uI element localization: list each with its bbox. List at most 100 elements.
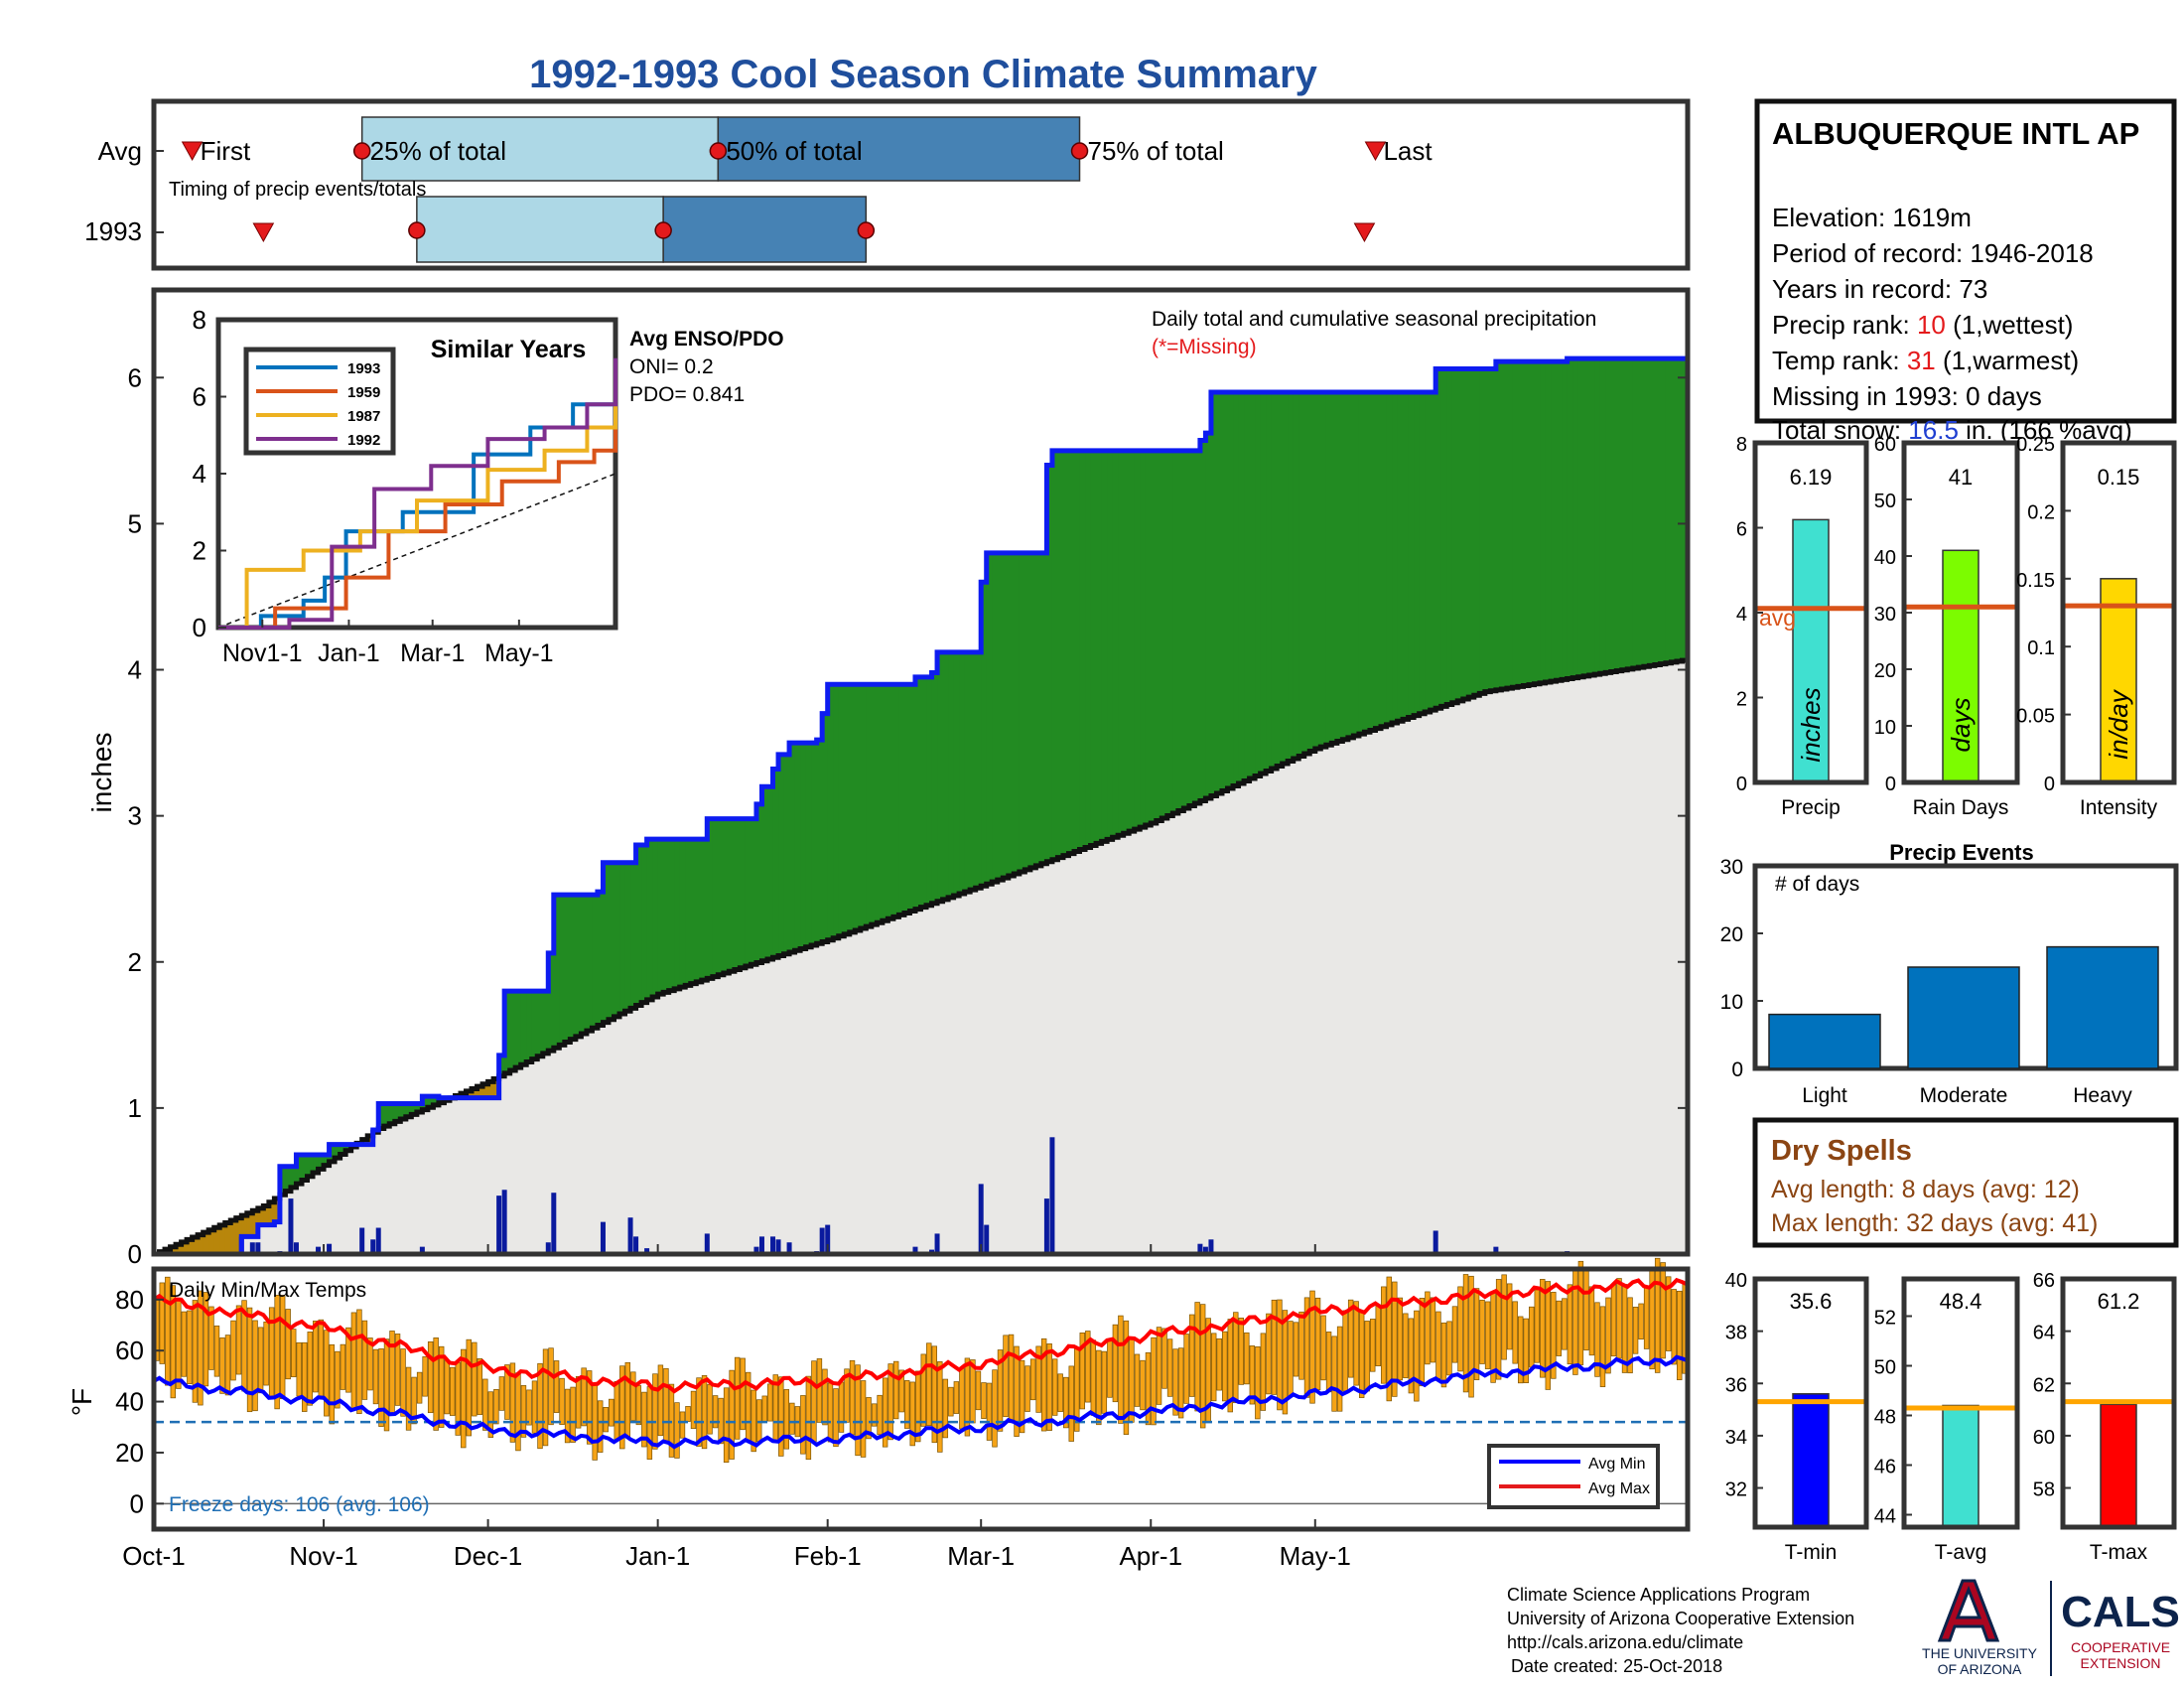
precip-anomaly-segment bbox=[1188, 450, 1195, 805]
precip-anomaly-segment bbox=[1462, 368, 1469, 699]
precip-anomaly-segment bbox=[181, 1240, 188, 1254]
daily-temp-bar bbox=[340, 1343, 346, 1390]
main-ytick-label: 1 bbox=[128, 1093, 142, 1123]
daily-temp-bar bbox=[1435, 1311, 1441, 1379]
daily-temp-bar bbox=[948, 1386, 954, 1417]
daily-precip-bar bbox=[370, 1239, 376, 1254]
inset-ytick-label: 6 bbox=[193, 382, 206, 412]
precip-anomaly-segment bbox=[755, 803, 763, 962]
dry-spells-title: Dry Spells bbox=[1771, 1135, 1912, 1167]
precip-anomaly-segment bbox=[992, 552, 999, 882]
daily-temp-bar bbox=[1024, 1365, 1030, 1412]
precip-anomaly-segment bbox=[1419, 391, 1426, 713]
precip-anomaly-segment bbox=[203, 1230, 209, 1254]
daily-temp-bar bbox=[477, 1358, 483, 1415]
snow-prefix: Total snow: bbox=[1772, 415, 1908, 445]
precip-anomaly-segment bbox=[1671, 358, 1678, 662]
daily-temp-bar bbox=[1517, 1316, 1524, 1384]
temp-legend-box bbox=[1487, 1444, 1660, 1509]
timing-caption: Timing of precip events/totals bbox=[169, 179, 426, 201]
daily-temp-bar bbox=[1320, 1315, 1326, 1381]
station-precip-rank: Precip rank: 10 (1,wettest) bbox=[1772, 310, 2073, 340]
daily-precip-bar bbox=[255, 1242, 261, 1254]
ua-logo-line2: OF ARIZONA bbox=[1938, 1661, 2022, 1677]
daily-temp-bar bbox=[1282, 1310, 1289, 1415]
precip-anomaly-segment bbox=[1528, 361, 1536, 685]
daily-temp-bar bbox=[1172, 1348, 1178, 1416]
precip-anomaly-segment bbox=[411, 1103, 418, 1114]
daily-temp-bar bbox=[1610, 1284, 1617, 1357]
tsum-frame-tavg bbox=[1901, 1276, 2020, 1530]
precip-anomaly-segment bbox=[176, 1243, 183, 1254]
precip-anomaly-segment bbox=[400, 1103, 407, 1118]
summary-ytick-precip: 8 bbox=[1736, 434, 1747, 456]
daily-temp-bar bbox=[898, 1369, 904, 1413]
precip-anomaly-segment bbox=[466, 1089, 473, 1098]
daily-temp-bar bbox=[542, 1348, 549, 1447]
precip-anomaly-segment bbox=[641, 845, 648, 1002]
year-last-marker-icon bbox=[1353, 222, 1376, 243]
daily-precip-bar bbox=[1208, 1239, 1214, 1254]
precip-anomaly-segment bbox=[1358, 391, 1366, 734]
precip-anomaly-segment bbox=[1057, 450, 1064, 857]
daily-temp-bar bbox=[635, 1385, 642, 1426]
precip-anomaly-segment bbox=[740, 818, 747, 967]
station-snow: Total snow: 16.5 in. (166 %avg) bbox=[1772, 415, 2132, 445]
precip-anomaly-segment bbox=[246, 1211, 253, 1237]
daily-temp-bar bbox=[181, 1311, 188, 1377]
daily-temp-bar bbox=[920, 1353, 926, 1427]
daily-temp-bar bbox=[520, 1385, 527, 1438]
daily-temp-bar bbox=[1183, 1334, 1189, 1404]
daily-temp-bar bbox=[416, 1371, 423, 1404]
avg-first-marker-icon bbox=[181, 141, 204, 162]
temp-chart-title: Daily Min/Max Temps bbox=[169, 1279, 366, 1302]
summary-ytick-intensity: 0.2 bbox=[2027, 501, 2055, 523]
precip-anomaly-segment bbox=[1233, 391, 1240, 785]
daily-precip-bar bbox=[775, 1239, 781, 1254]
daily-temp-bar bbox=[257, 1327, 264, 1394]
precip-anomaly-segment bbox=[1145, 450, 1152, 825]
daily-temp-bar bbox=[1019, 1359, 1025, 1434]
daily-temp-bar bbox=[383, 1338, 390, 1432]
daily-temp-bar bbox=[619, 1365, 625, 1450]
precip-anomaly-segment bbox=[1632, 358, 1639, 668]
daily-temp-bar bbox=[877, 1394, 883, 1436]
station-period: Period of record: 1946-2018 bbox=[1772, 238, 2094, 268]
daily-temp-bar bbox=[411, 1376, 417, 1425]
daily-temp-bar bbox=[531, 1380, 538, 1434]
daily-temp-bar bbox=[203, 1292, 209, 1387]
daily-temp-bar bbox=[427, 1340, 434, 1414]
inset-xtick-label: Nov1-1 bbox=[222, 639, 303, 667]
daily-temp-bar bbox=[827, 1382, 834, 1443]
inset-legend: 1993 1959 1987 1992 bbox=[256, 360, 380, 449]
precip-anomaly-segment bbox=[1068, 450, 1075, 853]
tsum-frame-tmax bbox=[2060, 1276, 2177, 1530]
summary-label-precip: Precip bbox=[1781, 796, 1841, 819]
daily-temp-bar bbox=[866, 1397, 872, 1440]
precip-anomaly-segment bbox=[1386, 391, 1393, 724]
daily-temp-bar bbox=[1440, 1322, 1447, 1388]
precip-anomaly-segment bbox=[1506, 361, 1514, 688]
precip-anomaly-segment bbox=[1572, 358, 1579, 678]
precip-anomaly-segment bbox=[187, 1238, 194, 1254]
daily-precip-bar bbox=[984, 1224, 990, 1254]
summary-ytick-intensity: 0.05 bbox=[2016, 706, 2055, 728]
precip-anomaly-segment bbox=[1375, 391, 1382, 728]
precip-anomaly-segment bbox=[1331, 391, 1338, 743]
daily-temp-bar bbox=[422, 1356, 428, 1397]
month-label: Apr-1 bbox=[1119, 1541, 1182, 1571]
tsum-ytick-tmax: 58 bbox=[2033, 1479, 2055, 1501]
daily-temp-bar bbox=[783, 1389, 790, 1450]
summary-ytick-intensity: 0 bbox=[2044, 774, 2055, 795]
inset-series-1959 bbox=[218, 415, 617, 630]
year-p75-marker bbox=[857, 221, 876, 239]
precip-anomaly-segment bbox=[887, 684, 894, 918]
precip-anomaly-segment bbox=[1107, 450, 1114, 839]
precip-anomaly-segment bbox=[1336, 391, 1343, 741]
precip-anomaly-segment bbox=[1643, 358, 1650, 666]
daily-precip-bar bbox=[316, 1246, 322, 1254]
precip-anomaly-segment bbox=[630, 862, 637, 1007]
precip-anomaly-segment bbox=[597, 892, 605, 1025]
precip-anomaly-segment bbox=[1249, 391, 1256, 777]
precip-anomaly-segment bbox=[531, 991, 538, 1058]
